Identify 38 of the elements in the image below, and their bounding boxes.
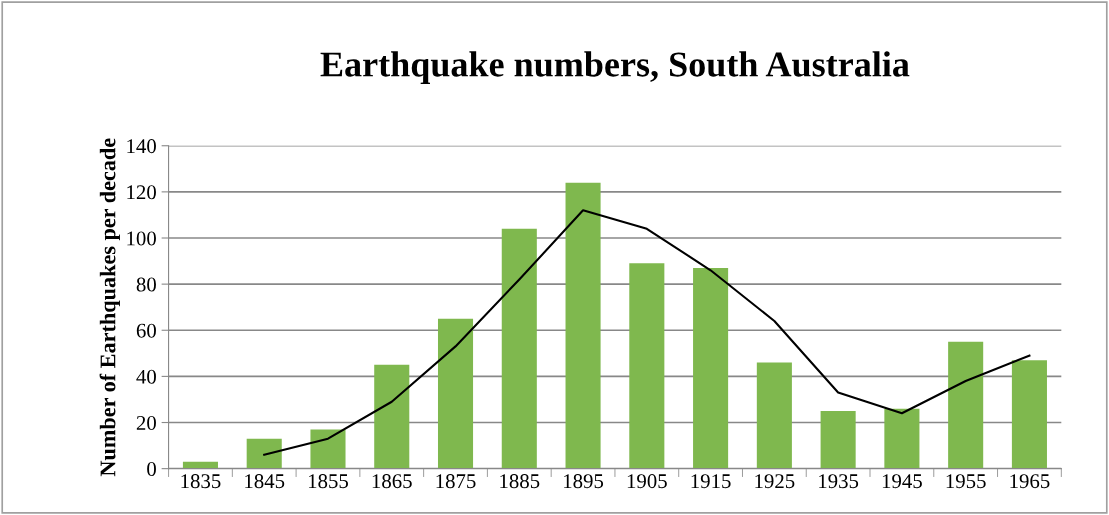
bar <box>884 408 920 469</box>
x-tick-label: 1895 <box>564 474 604 489</box>
y-axis-title: Number of Earthquakes per decade <box>99 138 120 477</box>
x-tick-label: 1965 <box>1010 474 1050 489</box>
x-tick-label: 1875 <box>436 474 476 489</box>
y-tick-label: 120 <box>127 185 156 200</box>
x-tick-label: 1955 <box>946 474 986 489</box>
x-tick-label: 1835 <box>181 474 221 489</box>
x-tick-label: 1915 <box>691 474 731 489</box>
x-tick-label: 1945 <box>882 474 922 489</box>
y-tick-label: 20 <box>136 415 156 430</box>
x-tick-label: 1865 <box>372 474 412 489</box>
y-tick-label: 0 <box>147 462 156 477</box>
x-tick-label: 1855 <box>308 474 349 489</box>
x-tick-label: 1885 <box>500 474 540 489</box>
bar <box>501 228 537 469</box>
bar <box>437 318 474 469</box>
y-tick-label: 140 <box>127 139 156 154</box>
x-tick-label: 1925 <box>755 474 795 489</box>
bar <box>310 429 346 469</box>
x-tick-label: 1905 <box>627 474 667 489</box>
y-tick-label: 60 <box>136 323 156 338</box>
bar <box>693 267 729 469</box>
chart-title: Earthquake numbers, South Australia <box>320 51 910 84</box>
x-tick-label: 1935 <box>819 474 859 489</box>
line-series <box>263 209 1031 456</box>
bar <box>948 341 984 469</box>
bar <box>629 263 665 469</box>
bar <box>820 410 856 469</box>
bar <box>756 362 792 469</box>
x-tick-label: 1845 <box>245 474 285 489</box>
bar <box>374 364 410 469</box>
bar <box>565 182 601 469</box>
y-tick-label: 80 <box>136 277 156 292</box>
bar <box>246 438 282 469</box>
y-tick-label: 100 <box>127 231 156 246</box>
y-tick-label: 40 <box>136 369 156 384</box>
bar <box>1011 360 1047 469</box>
